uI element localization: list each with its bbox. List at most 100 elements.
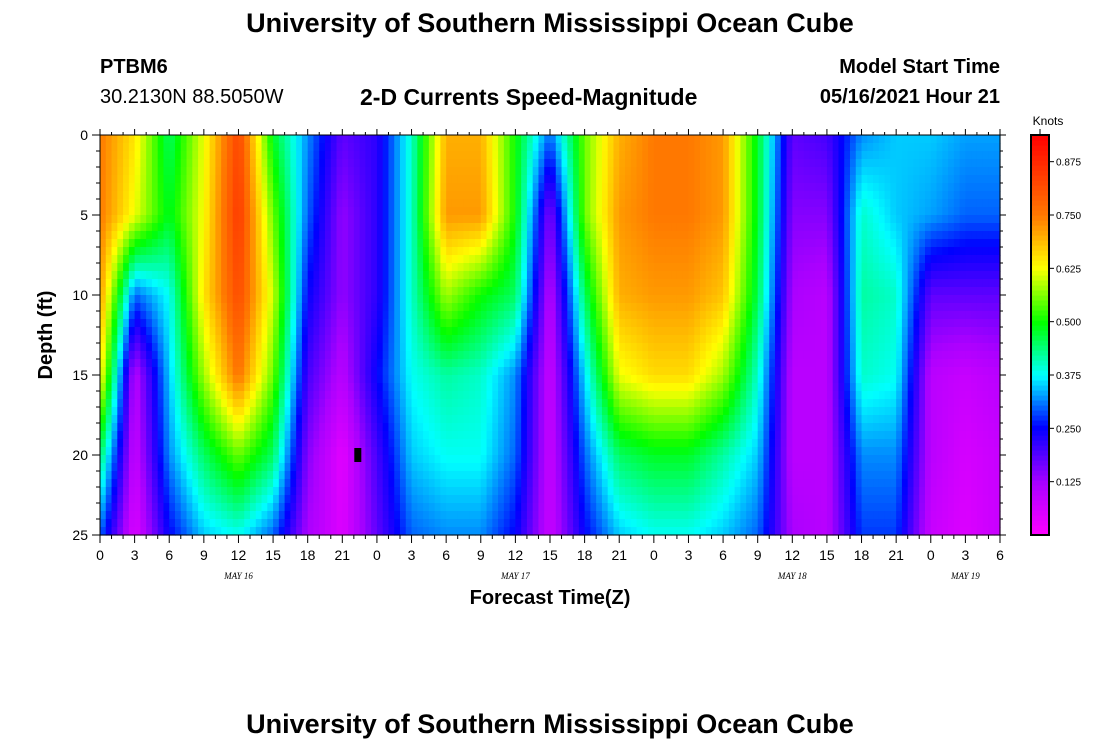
heatmap-cell	[550, 191, 557, 200]
heatmap-cell	[209, 151, 216, 160]
heatmap-cell	[590, 295, 597, 304]
heatmap-cell	[221, 295, 228, 304]
heatmap-cell	[532, 239, 540, 248]
heatmap-cell	[798, 247, 805, 256]
heatmap-cell	[336, 231, 343, 240]
heatmap-cell	[607, 167, 615, 176]
heatmap-cell	[561, 351, 568, 360]
heatmap-cell	[630, 167, 638, 176]
heatmap-cell	[175, 159, 182, 168]
heatmap-cell	[948, 183, 955, 192]
heatmap-cell	[348, 367, 355, 376]
heatmap-cell	[463, 183, 470, 192]
heatmap-cell	[111, 295, 118, 304]
heatmap-cell	[861, 167, 868, 176]
heatmap-cell	[688, 383, 695, 392]
heatmap-cell	[965, 159, 972, 168]
heatmap-cell	[832, 167, 840, 176]
heatmap-cell	[278, 367, 286, 376]
heatmap-cell	[619, 247, 626, 256]
heatmap-cell	[907, 383, 915, 392]
heatmap-cell	[169, 383, 176, 392]
heatmap-cell	[105, 183, 113, 192]
heatmap-cell	[936, 327, 943, 336]
heatmap-cell	[792, 223, 799, 232]
heatmap-cell	[740, 247, 747, 256]
heatmap-cell	[976, 191, 984, 200]
heatmap-cell	[405, 271, 413, 280]
heatmap-cell	[578, 231, 586, 240]
heatmap-cell	[584, 207, 591, 216]
heatmap-cell	[630, 383, 638, 392]
heatmap-cell	[157, 135, 165, 144]
heatmap-cell	[255, 295, 263, 304]
heatmap-cell	[330, 351, 338, 360]
heatmap-cell	[953, 311, 961, 320]
heatmap-cell	[215, 271, 222, 280]
heatmap-cell	[134, 335, 141, 344]
heatmap-cell	[544, 383, 551, 392]
heatmap-cell	[711, 239, 718, 248]
heatmap-cell	[215, 279, 222, 288]
heatmap-cell	[838, 159, 845, 168]
heatmap-cell	[261, 231, 268, 240]
heatmap-cell	[982, 263, 990, 272]
heatmap-cell	[936, 255, 943, 264]
heatmap-cell	[157, 263, 165, 272]
heatmap-cell	[509, 303, 516, 312]
heatmap-cell	[434, 255, 441, 264]
heatmap-cell	[157, 303, 165, 312]
heatmap-cell	[653, 151, 661, 160]
heatmap-cell	[838, 367, 845, 376]
heatmap-cell	[630, 255, 638, 264]
heatmap-cell	[780, 383, 788, 392]
heatmap-cell	[867, 167, 874, 176]
heatmap-cell	[688, 135, 695, 144]
heatmap-cell	[394, 351, 401, 360]
heatmap-cell	[180, 327, 188, 336]
heatmap-cell	[313, 359, 320, 368]
heatmap-cell	[440, 223, 447, 232]
heatmap-cell	[134, 223, 141, 232]
heatmap-cell	[601, 351, 609, 360]
heatmap-cell	[209, 167, 216, 176]
heatmap-cell	[705, 207, 713, 216]
heatmap-cell	[878, 295, 886, 304]
heatmap-cell	[388, 319, 395, 328]
heatmap-cell	[480, 343, 488, 352]
heatmap-cell	[844, 383, 851, 392]
heatmap-cell	[775, 151, 782, 160]
heatmap-cell	[348, 183, 355, 192]
heatmap-cell	[636, 279, 643, 288]
heatmap-cell	[365, 247, 372, 256]
heatmap-cell	[867, 247, 874, 256]
heatmap-cell	[342, 151, 349, 160]
heatmap-cell	[734, 143, 741, 152]
heatmap-cell	[538, 295, 545, 304]
heatmap-cell	[907, 215, 915, 224]
heatmap-cell	[348, 335, 355, 344]
heatmap-cell	[596, 271, 603, 280]
heatmap-cell	[694, 159, 701, 168]
heatmap-cell	[873, 183, 880, 192]
heatmap-cell	[798, 263, 805, 272]
heatmap-cell	[821, 143, 828, 152]
heatmap-cell	[826, 343, 834, 352]
heatmap-cell	[209, 287, 216, 296]
heatmap-cell	[555, 295, 563, 304]
heatmap-cell	[855, 359, 863, 368]
heatmap-cell	[446, 303, 453, 312]
heatmap-cell	[532, 383, 540, 392]
heatmap-cell	[250, 319, 257, 328]
heatmap-cell	[625, 343, 632, 352]
heatmap-cell	[244, 279, 251, 288]
heatmap-cell	[330, 231, 338, 240]
heatmap-cell	[400, 207, 407, 216]
heatmap-cell	[590, 167, 597, 176]
heatmap-cell	[128, 311, 136, 320]
heatmap-cell	[601, 263, 609, 272]
heatmap-cell	[111, 279, 118, 288]
heatmap-cell	[682, 359, 690, 368]
heatmap-cell	[325, 327, 332, 336]
heatmap-cell	[457, 295, 465, 304]
